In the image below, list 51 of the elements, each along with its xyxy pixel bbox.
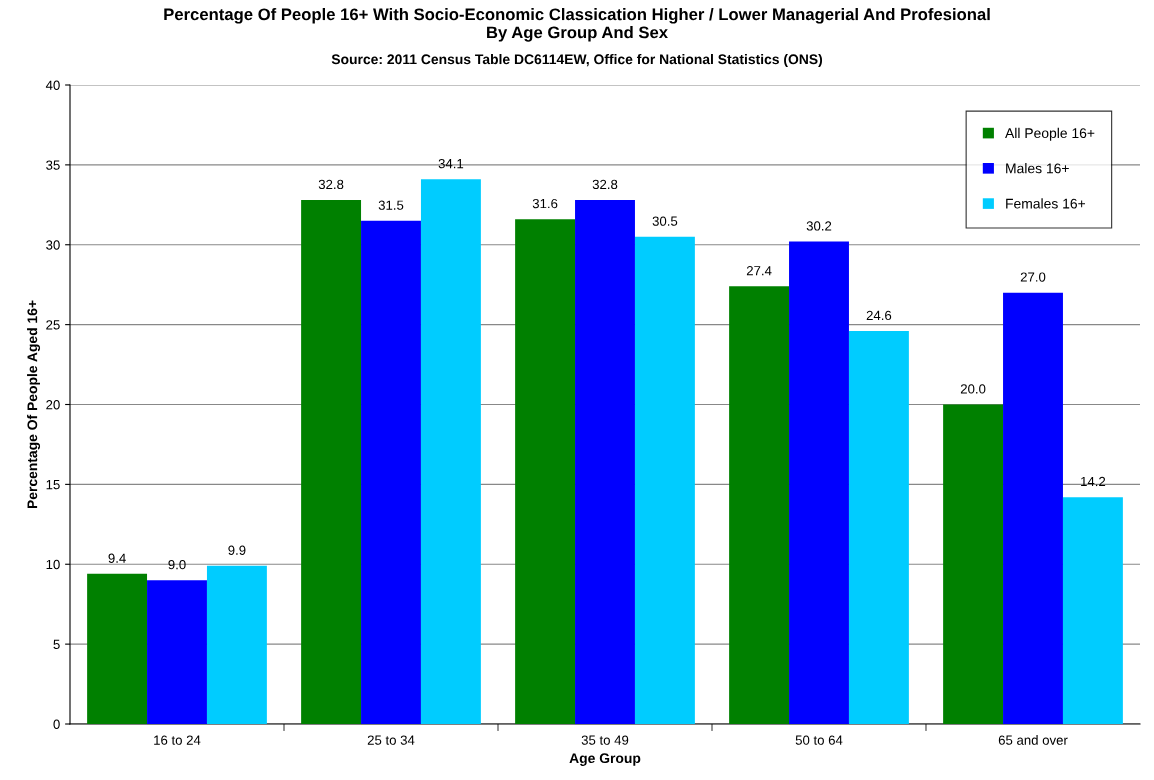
data-label: 31.5	[378, 200, 404, 210]
data-label: 32.8	[318, 179, 344, 190]
y-tick-label: 15	[46, 480, 60, 490]
bar	[206, 565, 267, 724]
y-tick-label: 25	[46, 320, 60, 330]
bar	[575, 200, 635, 724]
chart-title: Percentage Of People 16+ With Socio-Economic Classication Higher / Lower Managerial And Profesional By Age Group And Sex	[164, 8, 990, 42]
data-label: 9.9	[228, 545, 246, 555]
data-label: 9.0	[168, 559, 186, 570]
y-tick-label: 20	[46, 400, 60, 410]
bar	[1062, 497, 1123, 724]
legend-label: Females 16+	[1006, 198, 1086, 209]
bar	[147, 580, 207, 724]
x-tick-label: 25 to 34	[367, 735, 415, 745]
data-label: 24.6	[866, 310, 892, 321]
data-label: 14.2	[1081, 476, 1106, 487]
y-tick-label: 35	[46, 160, 60, 170]
bar	[1003, 292, 1063, 724]
x-axis-title: Age Group	[569, 753, 641, 766]
data-label: 34.1	[438, 158, 464, 169]
bar	[848, 331, 909, 724]
data-label: 9.4	[108, 553, 126, 563]
y-tick-label: 5	[53, 639, 60, 650]
x-tick-label: 35 to 49	[581, 735, 629, 745]
y-tick-label: 0	[53, 719, 60, 729]
data-label: 27.0	[1020, 272, 1046, 282]
bar	[729, 286, 790, 724]
y-tick-label: 40	[45, 80, 60, 90]
bar	[420, 179, 481, 724]
bar	[789, 241, 849, 724]
bar	[634, 236, 695, 724]
y-tick-label: 10	[46, 559, 60, 570]
bar	[943, 404, 1004, 724]
bar	[301, 200, 362, 724]
y-axis-title: Percentage Of People Aged 16+	[27, 300, 41, 509]
x-tick-label: 65 and over	[998, 735, 1068, 745]
data-label: 31.6	[532, 198, 558, 209]
bar	[87, 573, 148, 724]
chart-subtitle: Source: 2011 Census Table DC6114EW, Office for National Statistics (ONS)	[331, 54, 823, 67]
data-label: 32.8	[592, 179, 618, 190]
data-label: 20.0	[960, 384, 986, 394]
legend-label: All People 16+	[1005, 127, 1095, 141]
bar	[515, 219, 576, 724]
data-label: 30.5	[652, 216, 678, 226]
x-tick-label: 50 to 64	[795, 735, 843, 745]
data-label: 27.4	[746, 266, 772, 276]
x-tick-label: 16 to 24	[154, 735, 201, 745]
legend-label: Males 16+	[1006, 163, 1069, 174]
data-label: 30.2	[806, 221, 832, 231]
bar	[361, 220, 421, 724]
y-tick-label: 30	[46, 240, 60, 250]
